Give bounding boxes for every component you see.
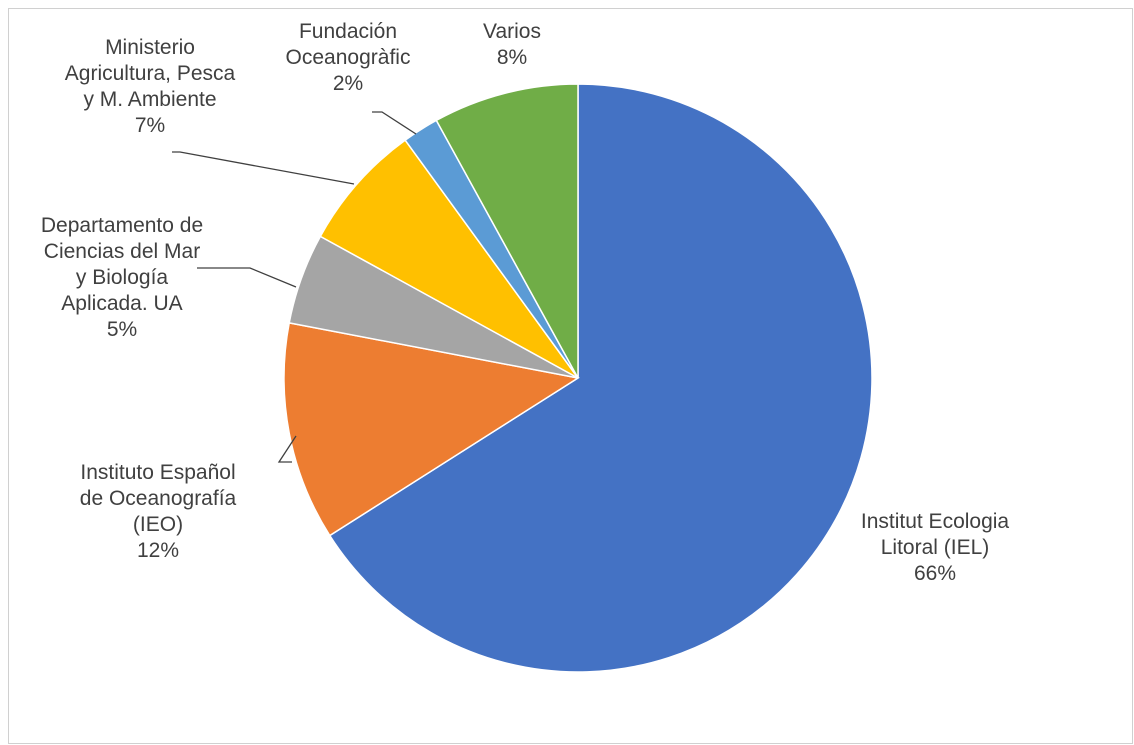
slice-data-label: Institut Ecologia Litoral (IEL) 66% <box>861 510 1010 585</box>
slice-category-label: Ciencias del Mar <box>44 240 200 263</box>
slice-percent-label: 66% <box>914 562 956 585</box>
slice-percent-label: 12% <box>137 539 179 562</box>
pie-slice <box>319 139 579 379</box>
pie-slice <box>328 83 873 673</box>
slice-category-label: Agricultura, Pesca <box>65 62 236 85</box>
leader-line <box>372 111 417 135</box>
slice-category-label: Litoral (IEL) <box>881 536 990 559</box>
slice-percent-label: 7% <box>135 114 165 137</box>
data-labels: Institut Ecologia Litoral (IEL) 66%Institu… <box>41 20 1010 585</box>
slice-category-label: y Biología <box>76 266 169 289</box>
leader-line <box>197 267 297 288</box>
slice-percent-label: 5% <box>107 318 137 341</box>
pie-slice <box>283 322 581 537</box>
slice-percent-label: 2% <box>333 72 363 95</box>
slice-category-label: Oceanogràfic <box>286 46 411 69</box>
slice-data-label: Ministerio Agricultura, Pesca y M. Ambient… <box>65 36 236 137</box>
slice-category-label: Fundación <box>299 20 397 43</box>
slice-percent-label: 8% <box>497 46 527 69</box>
slice-category-label: de Oceanografía <box>80 487 237 510</box>
leader-line <box>277 435 297 463</box>
leader-line <box>172 151 355 185</box>
slice-data-label: Departamento de Ciencias del Mar y Biologí… <box>41 214 203 341</box>
slice-category-label: Varios <box>483 20 541 43</box>
slice-category-label: Instituto Español <box>80 461 235 484</box>
slice-data-label: Fundación Oceanogràfic 2% <box>286 20 411 95</box>
pie-slices <box>283 83 873 673</box>
slice-category-label: Institut Ecologia <box>861 510 1010 533</box>
slice-category-label: Aplicada. UA <box>61 292 182 315</box>
slice-data-label: Instituto Español de Oceanografía (IEO) 12% <box>80 461 237 562</box>
slice-category-label: Ministerio <box>105 36 195 59</box>
slice-category-label: y M. Ambiente <box>83 88 216 111</box>
pie-slice <box>435 83 579 379</box>
leader-lines <box>172 111 417 463</box>
slice-category-label: (IEO) <box>133 513 183 536</box>
slice-data-label: Varios 8% <box>483 20 541 69</box>
slice-category-label: Departamento de <box>41 214 203 237</box>
